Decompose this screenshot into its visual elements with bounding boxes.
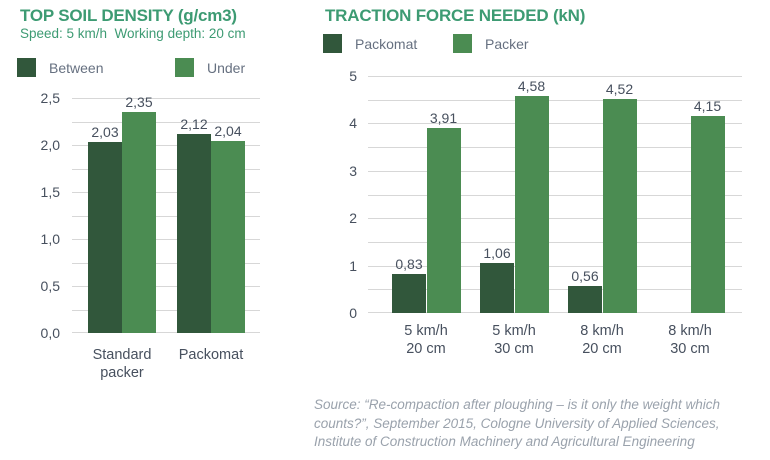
chart-title: TOP SOIL DENSITY (g/cm3) (20, 6, 237, 25)
y-axis-label: 5 (349, 68, 357, 84)
bar-packer-2 (602, 98, 637, 313)
gridline (368, 242, 742, 243)
legend-swatch-packomat (323, 34, 342, 53)
gridline (72, 145, 260, 146)
value-label-under-0: 2,35 (125, 94, 153, 111)
chart-subtitle: Speed: 5 km/h Working depth: 20 cm (20, 26, 246, 41)
gridline (72, 239, 260, 240)
bar-between-0 (88, 142, 122, 333)
gridline (72, 98, 260, 99)
plot-area: 0,83 1,06 0,56 3,91 4,58 4,52 4,15 (368, 76, 742, 313)
bar-packer-3 (690, 116, 725, 313)
gridline (72, 286, 260, 287)
legend-item-between: Between (17, 58, 103, 77)
y-axis-label: 1,5 (40, 184, 60, 200)
value-label-packer-0: 3,91 (429, 109, 458, 126)
bar-packomat-0 (392, 273, 426, 313)
legend-item-packer: Packer (453, 34, 529, 53)
legend-label: Between (49, 59, 104, 76)
y-axis-label: 4 (349, 115, 357, 132)
source-note: Source: “Re-compaction after ploughing –… (314, 397, 720, 449)
gridline (368, 289, 742, 290)
x-axis-label-0: 5 km/h 20 cm (404, 323, 448, 357)
bar-under-1 (211, 141, 245, 333)
y-axis-label: 0,5 (40, 278, 60, 294)
bar-under-0 (122, 112, 156, 333)
x-axis-label-1: 5 km/h 30 cm (492, 323, 536, 357)
gridline (368, 147, 742, 148)
value-label-packomat-2: 0,56 (571, 268, 599, 285)
y-axis-label: 2,5 (40, 90, 60, 106)
x-axis-label-0: Standard packer (92, 347, 152, 381)
legend: Between Under (0, 58, 310, 78)
gridline (368, 123, 742, 124)
bar-between-1 (177, 133, 211, 333)
value-label-packer-2: 4,52 (605, 80, 634, 97)
value-label-between-1: 2,12 (180, 115, 208, 132)
chart-title: TRACTION FORCE NEEDED (kN) (325, 6, 586, 25)
legend-item-packomat: Packomat (323, 34, 417, 53)
y-axis-label: 2 (349, 210, 357, 227)
gridline (368, 76, 742, 77)
bar-packer-1 (514, 95, 549, 313)
gridline (368, 266, 742, 267)
y-axis-label: 1,0 (40, 231, 60, 247)
legend-swatch-between (17, 58, 36, 77)
value-label-packer-1: 4,58 (517, 77, 546, 94)
chart-top-soil-density: TOP SOIL DENSITY (g/cm3) Speed: 5 km/h W… (0, 0, 310, 460)
legend-swatch-packer (453, 34, 472, 53)
y-axis-label: 3 (349, 162, 357, 179)
gridline (368, 171, 742, 172)
y-axis-label: 2,0 (40, 137, 60, 153)
bar-packomat-2 (568, 286, 602, 313)
value-label-under-1: 2,04 (214, 123, 242, 140)
y-axis-label: 1 (349, 257, 357, 274)
gridline (72, 192, 260, 193)
bar-packer-0 (426, 127, 461, 313)
x-axis-label-1: Packomat (178, 347, 244, 363)
gridline (72, 332, 260, 333)
value-label-packomat-0: 0,83 (395, 255, 423, 272)
value-label-packer-3: 4,15 (693, 98, 722, 115)
legend-label: Packomat (355, 35, 418, 52)
x-axis-label-3: 8 km/h 30 cm (668, 323, 712, 357)
gridline (368, 218, 742, 219)
gridline (72, 263, 260, 264)
gridline (368, 312, 742, 313)
plot-area: 2,03 2,12 2,35 2,04 (72, 94, 260, 333)
x-axis-label-2: 8 km/h 20 cm (580, 323, 624, 357)
gridline (72, 216, 260, 217)
legend-label: Under (207, 59, 246, 76)
gridline (72, 169, 260, 170)
bar-packomat-1 (480, 262, 514, 313)
gridline (72, 122, 260, 123)
gridline (72, 310, 260, 311)
legend-label: Packer (485, 35, 529, 52)
gridline (368, 195, 742, 196)
value-label-between-0: 2,03 (91, 124, 119, 141)
y-axis-label: 0 (349, 305, 357, 321)
gridline (368, 100, 742, 101)
legend-item-under: Under (175, 58, 245, 77)
legend: Packomat Packer (310, 34, 770, 54)
value-label-packomat-1: 1,06 (483, 244, 511, 261)
legend-swatch-under (175, 58, 194, 77)
y-axis-label: 0,0 (40, 325, 60, 341)
chart-traction-force: TRACTION FORCE NEEDED (kN) Packomat Packe… (310, 0, 770, 460)
